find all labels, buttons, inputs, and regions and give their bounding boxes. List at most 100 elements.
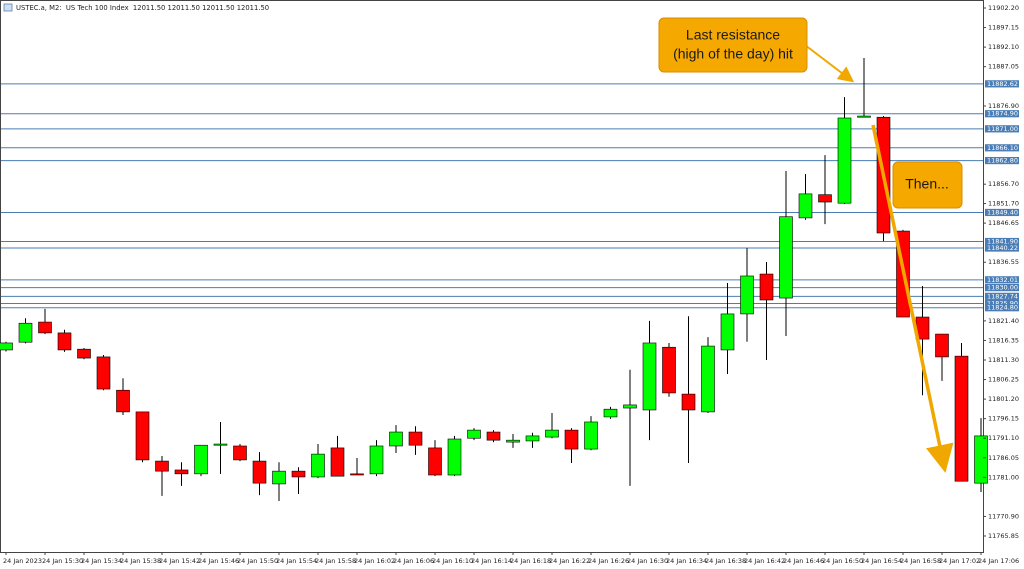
x-tick-label: 24 Jan 16:34 bbox=[666, 557, 707, 565]
callout-box bbox=[658, 17, 808, 73]
level-tag bbox=[985, 237, 1019, 246]
y-tick-label: 11816.35 bbox=[988, 336, 1019, 344]
x-tick-label: 24 Jan 16:26 bbox=[588, 557, 629, 565]
candle-body bbox=[779, 216, 793, 299]
y-tick-label: 11887.05 bbox=[988, 63, 1019, 71]
candle-body bbox=[974, 435, 988, 484]
x-tick-label: 24 Jan 15:34 bbox=[81, 557, 122, 565]
y-tick-label: 11902.20 bbox=[988, 4, 1019, 12]
x-tick-label: 24 Jan 15:30 bbox=[42, 557, 83, 565]
candle-body bbox=[837, 117, 852, 204]
level-label: 11824.80 bbox=[987, 304, 1018, 312]
candle-body bbox=[96, 356, 111, 390]
y-tick-label: 11851.70 bbox=[988, 200, 1019, 208]
candle-body bbox=[798, 193, 813, 219]
y-tick-label: 11876.90 bbox=[988, 102, 1019, 110]
x-tick-label: 24 Jan 16:06 bbox=[393, 557, 434, 565]
x-tick-label: 24 Jan 15:42 bbox=[159, 557, 200, 565]
x-tick-label: 24 Jan 16:02 bbox=[354, 557, 395, 565]
level-label: 11862.80 bbox=[987, 157, 1018, 165]
level-tag bbox=[985, 292, 1019, 300]
candle-body bbox=[525, 435, 540, 442]
candle-body bbox=[584, 421, 598, 450]
level-tag bbox=[985, 80, 1019, 88]
level-label: 11841.90 bbox=[987, 238, 1018, 246]
level-label: 11840.22 bbox=[987, 244, 1018, 252]
y-tick-label: 11801.20 bbox=[988, 395, 1019, 403]
x-tick-label: 24 Jan 15:58 bbox=[315, 557, 356, 565]
x-tick-label: 24 Jan 16:38 bbox=[705, 557, 746, 565]
candle-body bbox=[311, 453, 325, 478]
candle-body bbox=[389, 431, 403, 447]
y-tick-label: 11765.85 bbox=[988, 532, 1019, 540]
x-tick-label: 24 Jan 16:54 bbox=[861, 557, 902, 565]
candle-body bbox=[369, 445, 384, 475]
level-tag bbox=[985, 156, 1019, 165]
level-label: 11871.00 bbox=[987, 125, 1018, 133]
level-tag bbox=[985, 244, 1019, 252]
candle-body bbox=[155, 460, 169, 472]
level-tag bbox=[985, 110, 1019, 118]
candle-body bbox=[759, 273, 774, 301]
x-tick-label: 24 Jan 16:42 bbox=[744, 557, 785, 565]
candle-body bbox=[935, 333, 949, 358]
candle-body bbox=[467, 429, 481, 439]
candle-body bbox=[330, 447, 345, 477]
candle-body bbox=[740, 275, 754, 315]
arrow bbox=[871, 124, 954, 473]
y-tick-label: 11811.30 bbox=[988, 356, 1019, 364]
candle-body bbox=[233, 445, 247, 461]
candle-body bbox=[486, 431, 501, 441]
callout-text: Last resistance bbox=[686, 27, 780, 43]
candle-body bbox=[38, 321, 52, 334]
x-tick-label: 24 Jan 15:46 bbox=[198, 557, 239, 565]
candle-body bbox=[564, 429, 579, 450]
candle-body bbox=[291, 470, 306, 478]
level-label: 11827.74 bbox=[987, 292, 1018, 300]
chart-header: USTEC.a, M2: US Tech 100 Index 12011.50 … bbox=[16, 4, 269, 12]
x-tick-label: 24 Jan 2023 bbox=[3, 557, 42, 565]
x-tick-label: 24 Jan 16:10 bbox=[432, 557, 473, 565]
candle-body bbox=[77, 348, 91, 359]
y-tick-label: 11897.15 bbox=[988, 24, 1019, 32]
candle-body bbox=[174, 469, 189, 475]
candle-body bbox=[272, 470, 286, 485]
candle-body bbox=[0, 342, 13, 351]
x-tick-label: 24 Jan 17:06 bbox=[978, 557, 1019, 565]
y-tick-label: 11791.10 bbox=[988, 434, 1019, 442]
level-tag bbox=[985, 125, 1019, 133]
candle-body bbox=[954, 355, 969, 482]
y-tick-label: 11796.15 bbox=[988, 415, 1019, 423]
level-label: 11825.90 bbox=[987, 299, 1018, 307]
candle-body bbox=[135, 411, 150, 461]
candle-body bbox=[603, 408, 618, 418]
arrow bbox=[804, 44, 855, 83]
level-tag bbox=[985, 299, 1019, 308]
window-icon bbox=[3, 3, 13, 12]
x-tick-label: 24 Jan 15:50 bbox=[237, 557, 278, 565]
callout-text: Then... bbox=[905, 176, 949, 192]
candle-body bbox=[350, 473, 364, 476]
candle-body bbox=[701, 345, 715, 413]
plot-area bbox=[0, 0, 984, 553]
y-tick-label: 11770.90 bbox=[988, 512, 1019, 520]
level-label: 11866.10 bbox=[987, 144, 1018, 152]
level-tag bbox=[985, 144, 1019, 152]
level-label: 11832.01 bbox=[987, 276, 1018, 284]
y-tick-label: 11892.10 bbox=[988, 43, 1019, 51]
candle-body bbox=[818, 194, 832, 203]
x-tick-label: 24 Jan 17:02 bbox=[939, 557, 980, 565]
x-tick-label: 24 Jan 16:18 bbox=[510, 557, 551, 565]
candle-body bbox=[116, 389, 130, 413]
level-tag bbox=[985, 304, 1019, 312]
y-tick-label: 11836.55 bbox=[988, 258, 1019, 266]
level-tag bbox=[985, 276, 1019, 284]
candle-body bbox=[506, 439, 520, 443]
level-label: 11874.90 bbox=[987, 110, 1018, 118]
candle-body bbox=[252, 460, 267, 484]
candle-body bbox=[623, 404, 637, 409]
level-tag bbox=[985, 208, 1019, 217]
level-label: 11849.40 bbox=[987, 208, 1018, 216]
x-tick-label: 24 Jan 16:50 bbox=[822, 557, 863, 565]
candle-body bbox=[720, 313, 735, 351]
